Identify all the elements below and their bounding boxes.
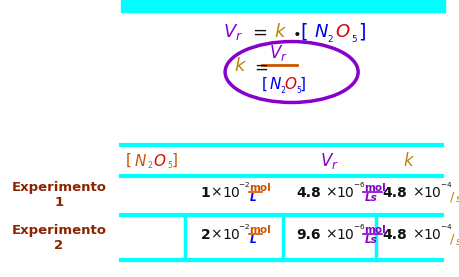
Text: $]$: $]$ [358, 21, 365, 42]
Text: Experimento
2: Experimento 2 [11, 224, 106, 252]
Text: $N$: $N$ [313, 23, 328, 41]
Text: $]$: $]$ [298, 76, 305, 93]
Text: $_5$: $_5$ [295, 84, 301, 97]
Text: $\times$: $\times$ [411, 228, 423, 242]
Text: $^{-6}$: $^{-6}$ [353, 224, 365, 234]
Text: $=$: $=$ [249, 23, 268, 41]
Text: $s$: $s$ [454, 237, 459, 247]
Text: $_5$: $_5$ [166, 160, 173, 172]
Text: $\times$: $\times$ [210, 228, 222, 242]
Text: Ls: Ls [364, 235, 376, 245]
Text: $\times$: $\times$ [325, 186, 336, 199]
Text: $\mathit{k}$: $\mathit{k}$ [273, 23, 286, 41]
Text: mol: mol [364, 183, 385, 193]
Text: $\mathit{V_r}$: $\mathit{V_r}$ [269, 43, 287, 63]
Text: $^{-4}$: $^{-4}$ [439, 182, 451, 192]
Text: mol: mol [249, 225, 271, 235]
Text: $_2$: $_2$ [326, 32, 333, 45]
Text: $_5$: $_5$ [350, 32, 357, 45]
Text: 4.8: 4.8 [382, 186, 406, 199]
Text: $\mathit{V_r}$: $\mathit{V_r}$ [223, 22, 242, 42]
Text: $=$: $=$ [250, 58, 268, 75]
Text: $^{-2}$: $^{-2}$ [238, 224, 250, 234]
Text: $^{-4}$: $^{-4}$ [439, 224, 451, 234]
Text: 1: 1 [200, 186, 210, 199]
Text: $/$: $/$ [448, 232, 455, 246]
Text: $_2$: $_2$ [147, 160, 153, 172]
Text: $[$: $[$ [261, 76, 267, 93]
Text: $\mathit{k}$: $\mathit{k}$ [402, 152, 414, 170]
Text: $10$: $10$ [336, 228, 354, 242]
Text: $\times$: $\times$ [411, 186, 423, 199]
Text: $O$: $O$ [334, 23, 350, 41]
Text: $\times$: $\times$ [210, 186, 222, 199]
Text: mol: mol [364, 225, 385, 235]
Text: $10$: $10$ [336, 186, 354, 199]
Text: $]$: $]$ [170, 152, 177, 169]
Text: $10$: $10$ [422, 186, 441, 199]
Text: $10$: $10$ [221, 228, 240, 242]
Text: 4.8: 4.8 [296, 186, 320, 199]
Text: mol: mol [249, 183, 271, 193]
Text: L: L [249, 235, 256, 245]
Text: L: L [249, 193, 256, 203]
Text: $N$: $N$ [269, 76, 282, 93]
Text: $[$: $[$ [125, 152, 132, 169]
Text: $\bullet$: $\bullet$ [291, 25, 299, 39]
Text: 2: 2 [200, 228, 210, 242]
Text: $\mathit{k}$: $\mathit{k}$ [234, 58, 246, 75]
Text: $^{-2}$: $^{-2}$ [238, 182, 250, 192]
Bar [121, 0, 444, 12]
Text: $\times$: $\times$ [325, 228, 336, 242]
Text: $s$: $s$ [454, 194, 459, 204]
Text: 4.8: 4.8 [382, 228, 406, 242]
Text: $O$: $O$ [284, 76, 297, 93]
Text: $^{-6}$: $^{-6}$ [353, 182, 365, 192]
Text: $\mathit{V_r}$: $\mathit{V_r}$ [319, 151, 338, 171]
Text: $10$: $10$ [422, 228, 441, 242]
Text: $/$: $/$ [448, 190, 455, 204]
Text: 9.6: 9.6 [296, 228, 320, 242]
Text: $O$: $O$ [152, 153, 166, 169]
Text: $_2$: $_2$ [280, 84, 285, 97]
Text: Experimento
1: Experimento 1 [11, 181, 106, 209]
Text: Ls: Ls [364, 193, 376, 203]
Text: $10$: $10$ [221, 186, 240, 199]
Text: $[$: $[$ [300, 21, 308, 42]
Text: $N$: $N$ [134, 153, 147, 169]
